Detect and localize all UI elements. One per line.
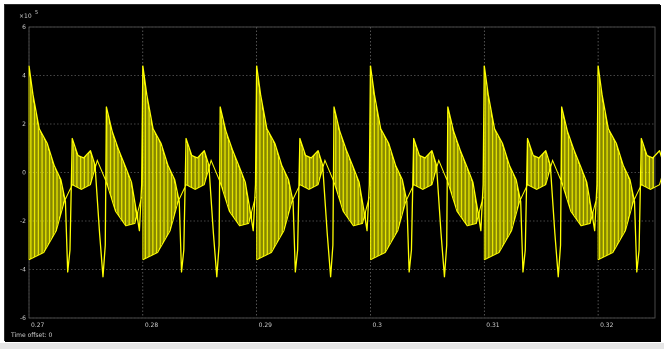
burst-lines bbox=[597, 65, 655, 260]
y-exponent-label: 5 bbox=[35, 10, 38, 16]
series-line bbox=[255, 65, 372, 278]
burst-lines bbox=[483, 65, 594, 260]
envelope-line bbox=[370, 158, 484, 261]
time-offset-readout: Time offset: 0 bbox=[11, 332, 52, 340]
x-tick-label: 0.31 bbox=[486, 322, 500, 329]
y-tick-label: -4 bbox=[20, 267, 26, 274]
series-line bbox=[142, 65, 258, 278]
envelope-line bbox=[28, 158, 143, 261]
x-tick-label: 0.27 bbox=[31, 322, 45, 329]
status-strip bbox=[0, 343, 664, 349]
time-offset-value: 0 bbox=[48, 332, 53, 339]
tick-labels: 0.27 0.28 0.29 0.3 0.31 0.32 6 4 2 0 -2 -4 -6 bbox=[20, 24, 614, 329]
series-line bbox=[369, 65, 485, 278]
envelope-line bbox=[597, 177, 661, 261]
y-tick-label: -2 bbox=[20, 218, 26, 225]
burst-lines bbox=[370, 65, 480, 260]
time-offset-label: Time offset: bbox=[11, 332, 47, 339]
burst-fill bbox=[28, 65, 661, 261]
trace bbox=[28, 65, 661, 278]
x-tick-label: 0.28 bbox=[145, 322, 159, 329]
burst-lines bbox=[28, 65, 139, 260]
y-tick-label: 4 bbox=[22, 73, 26, 80]
x-tick-label: 0.29 bbox=[259, 322, 273, 329]
scope-frame: 0.27 0.28 0.29 0.3 0.31 0.32 6 4 2 0 -2 -4 -6 ×10 5 … bbox=[4, 4, 661, 342]
series-line bbox=[483, 65, 599, 278]
y-multiplier-label: ×10 bbox=[19, 13, 32, 20]
y-tick-label: 2 bbox=[22, 121, 26, 128]
scope-plot: 0.27 0.28 0.29 0.3 0.31 0.32 6 4 2 0 -2 -4 -6 ×10 5 bbox=[5, 5, 661, 342]
y-tick-label: -6 bbox=[20, 315, 26, 322]
y-tick-label: 6 bbox=[22, 24, 26, 31]
x-tick-label: 0.3 bbox=[372, 322, 382, 329]
envelope-line bbox=[142, 158, 256, 261]
envelope-line bbox=[484, 158, 598, 261]
series-line bbox=[28, 65, 144, 278]
x-tick-label: 0.32 bbox=[600, 322, 614, 329]
series-line bbox=[597, 65, 661, 273]
burst-lines bbox=[142, 65, 253, 260]
envelope-line bbox=[256, 158, 370, 261]
y-tick-label: 0 bbox=[22, 170, 26, 177]
burst-lines bbox=[256, 65, 366, 260]
